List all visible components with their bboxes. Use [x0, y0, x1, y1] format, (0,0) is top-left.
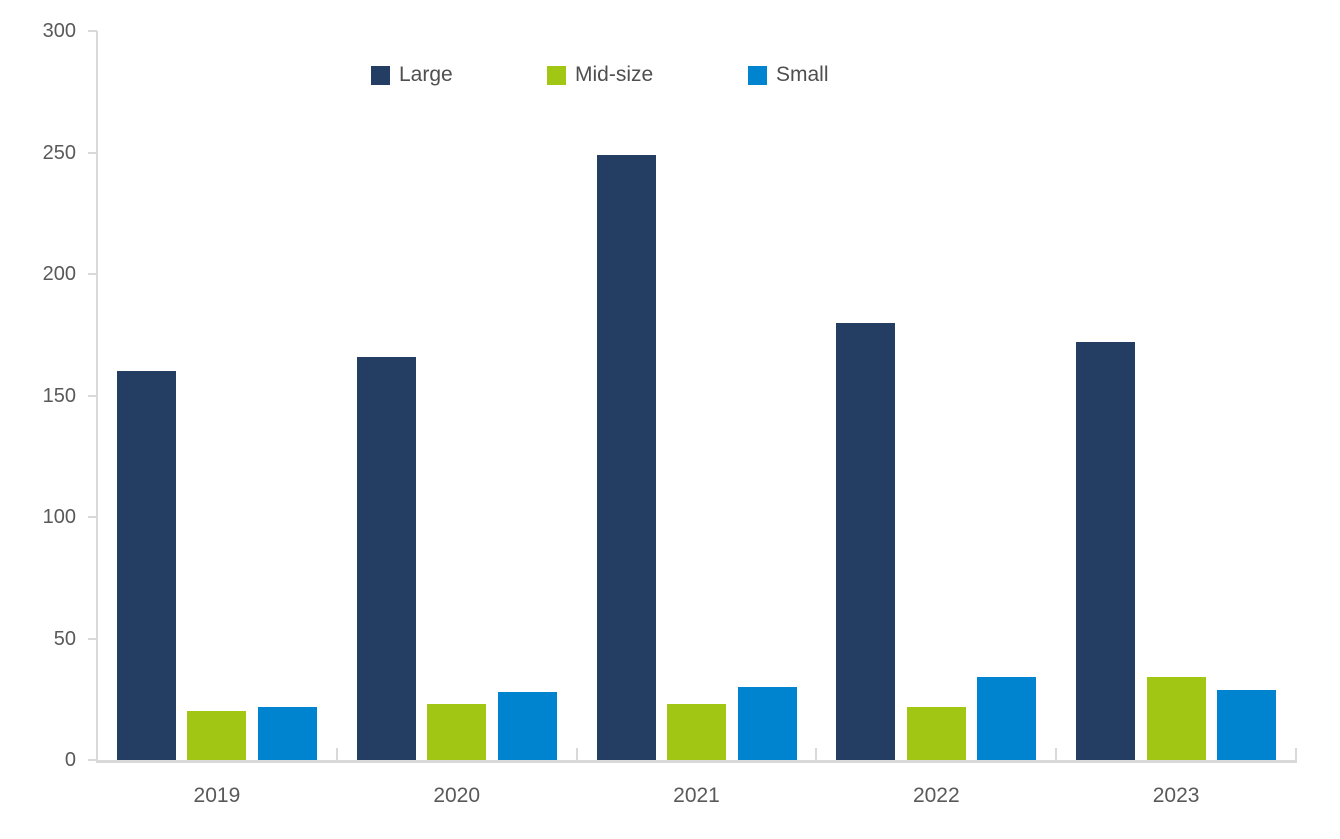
bar-small-2020 [497, 691, 557, 760]
y-axis-tick [88, 394, 97, 397]
y-axis-tick [88, 30, 97, 32]
bar-large-2023 [1076, 342, 1136, 760]
y-axis-tick [88, 273, 97, 275]
legend-label-large: Large [399, 63, 453, 86]
x-axis-line [96, 760, 1297, 763]
legend-label-mid-size: Mid-size [575, 63, 654, 86]
y-axis-tick-label: 150 [42, 384, 76, 407]
x-axis-tick [1055, 748, 1058, 760]
x-axis-tick [335, 748, 338, 760]
bar-mid-size-2020 [427, 704, 487, 760]
x-axis-tick [1295, 748, 1297, 760]
y-axis-tick [88, 637, 97, 640]
y-axis-tick-label: 100 [42, 506, 76, 528]
legend-swatch-small-icon [748, 65, 767, 85]
bar-mid-size-2021 [667, 704, 726, 760]
bar-large-2019 [116, 371, 176, 760]
y-axis-tick [88, 516, 97, 518]
y-axis-line [96, 31, 98, 763]
legend-item-large: Large [371, 63, 453, 87]
y-axis-tick-label: 250 [42, 141, 76, 164]
bar-large-2022 [836, 322, 896, 760]
x-axis-category-label: 2020 [433, 784, 481, 807]
legend-swatch-large-icon [371, 65, 390, 85]
x-axis-category-label: 2021 [673, 784, 720, 807]
y-axis-tick [88, 151, 97, 154]
legend-item-small: Small [748, 63, 829, 87]
y-axis-tick-label: 300 [42, 20, 76, 42]
x-axis-category-label: 2023 [1152, 784, 1200, 807]
x-axis-tick [815, 748, 818, 760]
bar-small-2021 [737, 687, 797, 760]
y-axis-tick-label: 200 [42, 263, 76, 285]
bar-mid-size-2019 [187, 711, 247, 760]
x-axis-category-label: 2019 [193, 784, 241, 807]
bar-small-2019 [257, 706, 317, 760]
bar-mid-size-2022 [906, 706, 966, 760]
bar-small-2023 [1217, 689, 1277, 760]
bar-large-2021 [596, 154, 656, 760]
x-axis-category-label: 2022 [912, 784, 960, 807]
y-axis-tick-label: 0 [64, 749, 76, 771]
bar-mid-size-2023 [1146, 677, 1206, 760]
legend-item-mid-size: Mid-size [547, 63, 653, 87]
y-axis-tick [88, 759, 97, 761]
legend-label-small: Small [776, 63, 829, 86]
legend-swatch-mid-size-icon [547, 65, 566, 85]
y-axis-tick-label: 50 [53, 627, 76, 650]
bar-large-2020 [356, 356, 416, 760]
x-axis-tick [575, 748, 578, 760]
bar-small-2022 [977, 677, 1037, 760]
